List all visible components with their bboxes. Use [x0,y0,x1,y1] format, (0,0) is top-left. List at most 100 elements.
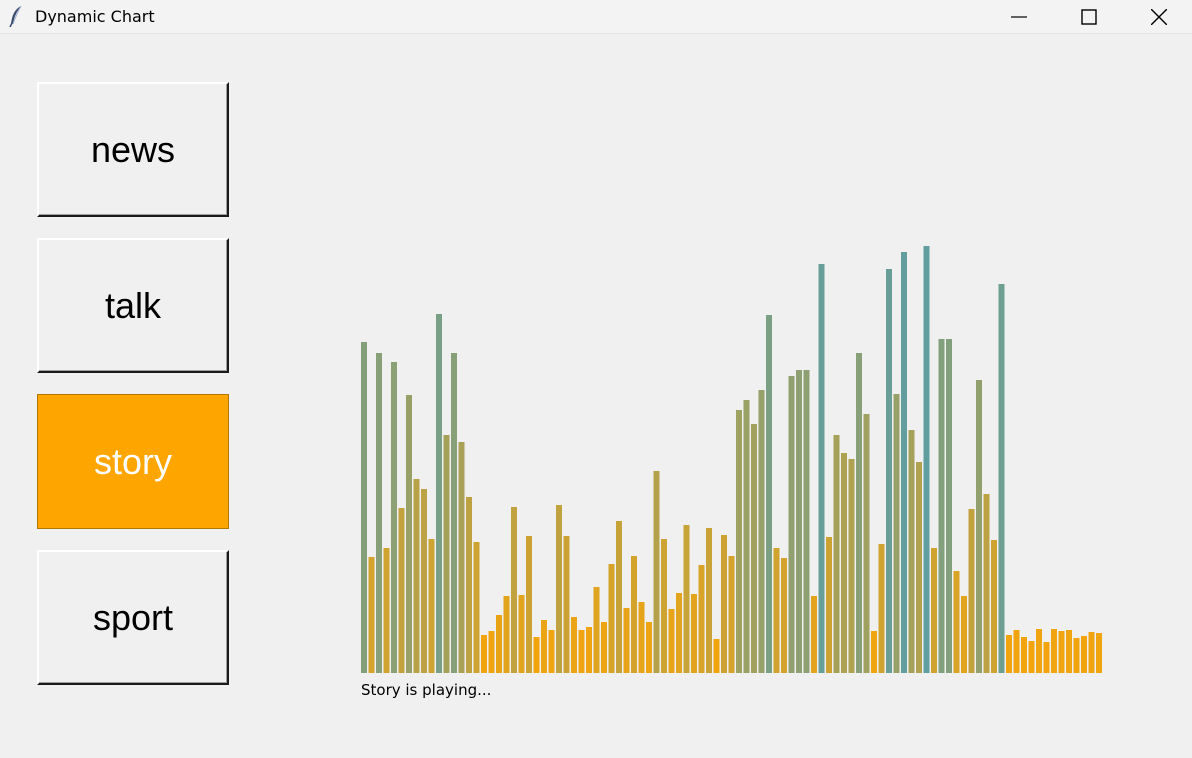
chart-bar [488,631,495,673]
chart-bar [668,609,675,673]
chart-bar [818,264,825,673]
chart-bar [901,252,907,673]
chart-bar [766,315,772,673]
chart-bar [773,548,780,673]
chart-bar [736,410,742,673]
chart-bar [893,394,900,673]
chart-bar [556,505,562,673]
maximize-icon [1081,9,1097,25]
chart-bar [863,414,870,673]
chart-bar [638,602,645,673]
chart-bar [998,284,1005,673]
chart-bar [1028,641,1035,673]
chart-bar [383,548,390,673]
chart-bar [533,637,540,673]
chart-bar [578,630,585,673]
chart-bar [623,608,630,673]
chart-bar [571,617,577,673]
chart-bar [713,639,720,673]
chart-bar [923,246,930,673]
maximize-button[interactable] [1066,0,1112,34]
chart-bar [1066,630,1072,673]
chart-bar [361,342,367,673]
chart-bar [841,453,847,673]
chart-bar [458,442,465,673]
chart-bar [563,536,570,673]
chart-bar [938,339,945,673]
chart-bar [796,370,802,673]
chart-bar [781,558,787,673]
chart-bar [466,497,472,673]
chart-bar [1036,629,1042,673]
chart-bar [413,479,420,673]
chart-bar [803,370,810,673]
chart-bar [1021,637,1027,673]
chart-bar [1051,629,1057,673]
close-button[interactable] [1136,0,1182,34]
chart-bar [496,615,502,673]
chart-bar [683,525,690,673]
title-bar: Dynamic Chart [0,0,1192,34]
chart-bar [436,314,442,673]
feather-icon [8,5,24,28]
chart-bar [983,494,990,673]
chart-bar [946,339,952,673]
chart-bar [443,435,450,673]
chart-bar [758,390,765,673]
chart-bar [878,544,885,673]
chart-bar [788,376,795,673]
chart-bar [848,459,855,673]
chart-bar [706,528,712,673]
chart-bar [653,471,660,673]
chart-bar [1013,630,1020,673]
news-button[interactable]: news [37,82,229,217]
chart-bar [586,627,592,673]
window-title: Dynamic Chart [35,7,155,26]
chart-bar [1043,642,1050,673]
chart-bar [511,507,517,673]
chart-bar [1081,636,1087,673]
chart-bar [518,595,525,673]
sport-button[interactable]: sport [37,550,229,685]
chart-bar [826,537,832,673]
chart-bar [743,400,750,673]
chart-bar [1088,632,1095,673]
chart-bar [631,556,637,673]
chart-bar [548,630,555,673]
chart-bar [541,620,547,673]
minimize-icon [1011,16,1027,18]
chart-bar [976,380,982,673]
chart-bar [961,596,967,673]
chart-bar [698,565,705,673]
minimize-button[interactable] [996,0,1042,34]
chart-bar [1006,635,1012,673]
chart-bar [833,435,840,673]
chart-bar [593,587,600,673]
chart-bar [1073,638,1080,673]
chart-bar [676,593,682,673]
chart-bar [871,631,877,673]
chart-bar [608,564,615,673]
chart-bar [968,509,975,673]
chart-bar [503,596,510,673]
chart-bar [451,353,457,673]
chart-bar [428,539,435,673]
chart-bar [856,353,862,673]
chart-bar [908,430,915,673]
chart-bar [953,571,960,673]
chart-bar [421,489,427,673]
chart-bar [601,622,607,673]
close-icon [1151,9,1167,25]
chart-bar [721,535,727,673]
chart-bar [886,269,892,673]
story-button[interactable]: story [37,394,229,529]
talk-button[interactable]: talk [37,238,229,373]
chart-bar [368,557,375,673]
chart-bar [481,635,487,673]
chart-bar [391,362,397,673]
chart-bar [376,353,382,673]
chart-bar [616,521,622,673]
chart-bar [646,622,652,673]
chart-bar [406,395,412,673]
